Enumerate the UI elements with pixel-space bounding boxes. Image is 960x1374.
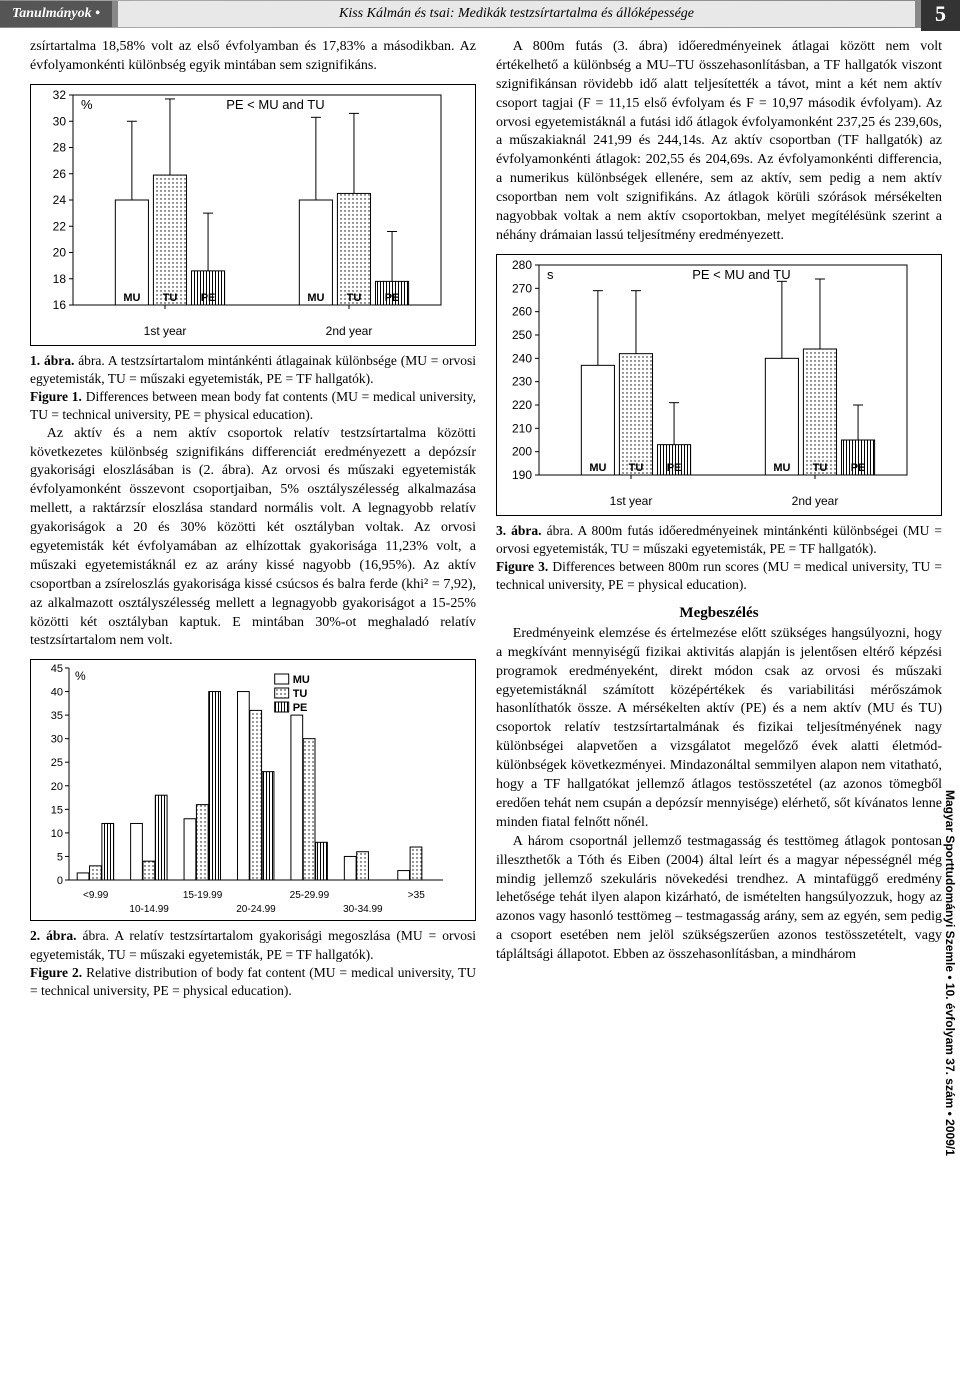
svg-text:5: 5: [57, 852, 63, 864]
svg-text:2nd year: 2nd year: [792, 494, 839, 508]
svg-text:<9.99: <9.99: [83, 890, 109, 901]
svg-text:MU: MU: [307, 292, 324, 304]
svg-text:20: 20: [51, 781, 63, 793]
header-title: Kiss Kálmán és tsai: Medikák testzsírtar…: [112, 1, 921, 28]
svg-text:200: 200: [512, 444, 532, 458]
left-column: zsírtartalma 18,58% volt az első évfolya…: [30, 38, 476, 1000]
svg-text:30: 30: [53, 114, 67, 128]
svg-text:MU: MU: [293, 674, 310, 686]
svg-text:0: 0: [57, 875, 63, 887]
side-journal-label: Magyar Sporttudományi Szemle • 10. évfol…: [942, 790, 958, 1156]
svg-text:PE: PE: [667, 462, 682, 474]
svg-text:PE: PE: [201, 292, 216, 304]
svg-text:28: 28: [53, 140, 67, 154]
svg-text:MU: MU: [123, 292, 140, 304]
svg-text:1st year: 1st year: [144, 324, 187, 338]
header-bar: Tanulmányok • Kiss Kálmán és tsai: Medik…: [0, 0, 960, 28]
svg-text:16: 16: [53, 298, 67, 312]
svg-text:30-34.99: 30-34.99: [343, 904, 383, 915]
left-para-2: Az aktív és a nem aktív csoportok relatí…: [30, 425, 476, 652]
svg-text:PE: PE: [293, 702, 308, 714]
svg-text:24: 24: [53, 193, 67, 207]
svg-text:190: 190: [512, 468, 532, 482]
svg-text:%: %: [75, 669, 86, 683]
svg-text:18: 18: [53, 272, 67, 286]
svg-text:30: 30: [51, 734, 63, 746]
svg-text:PE < MU and TU: PE < MU and TU: [692, 267, 790, 282]
svg-text:TU: TU: [813, 462, 828, 474]
figure-2-chart: 0 5 10 15 20 25 30 35 40 45% <9.99 10-14.99 15-19.99…: [30, 659, 476, 921]
right-para-2: Eredményeink elemzése és értelmezése elő…: [496, 625, 942, 833]
svg-text:210: 210: [512, 421, 532, 435]
svg-text:45: 45: [51, 663, 63, 675]
svg-text:2nd year: 2nd year: [326, 324, 373, 338]
svg-text:10-14.99: 10-14.99: [129, 904, 169, 915]
figure-1-caption: 1. ábra. ábra. A testzsírtartalom mintán…: [30, 352, 476, 425]
svg-text:20: 20: [53, 245, 67, 259]
svg-text:10: 10: [51, 828, 63, 840]
svg-text:s: s: [547, 267, 554, 282]
svg-text:TU: TU: [629, 462, 644, 474]
figure-3-chart: 190 200 210 220 230 240 250 260 270 280 s PE < MU a…: [496, 254, 942, 516]
right-column: A 800m futás (3. ábra) időeredményeinek …: [496, 38, 942, 1000]
svg-text:20-24.99: 20-24.99: [236, 904, 276, 915]
header-section: Tanulmányok •: [0, 1, 112, 28]
svg-text:35: 35: [51, 710, 63, 722]
svg-text:25: 25: [51, 758, 63, 770]
svg-text:22: 22: [53, 219, 67, 233]
svg-text:15-19.99: 15-19.99: [183, 890, 223, 901]
svg-text:32: 32: [53, 88, 67, 102]
svg-text:TU: TU: [293, 688, 308, 700]
svg-text:280: 280: [512, 258, 532, 272]
svg-text:250: 250: [512, 328, 532, 342]
svg-text:25-29.99: 25-29.99: [290, 890, 330, 901]
svg-text:TU: TU: [163, 292, 178, 304]
svg-text:220: 220: [512, 398, 532, 412]
svg-text:PE: PE: [385, 292, 400, 304]
svg-text:1st year: 1st year: [610, 494, 653, 508]
svg-text:230: 230: [512, 374, 532, 388]
svg-text:26: 26: [53, 167, 67, 181]
svg-text:MU: MU: [773, 462, 790, 474]
right-para-1: A 800m futás (3. ábra) időeredményeinek …: [496, 38, 942, 246]
right-para-3: A három csoportnál jellemző testmagasság…: [496, 833, 942, 965]
svg-text:>35: >35: [408, 890, 425, 901]
svg-text:240: 240: [512, 351, 532, 365]
svg-text:%: %: [81, 97, 93, 112]
discussion-heading: Megbeszélés: [496, 603, 942, 623]
page-number: 5: [921, 0, 960, 31]
figure-3-caption: 3. ábra. ábra. A 800m futás időeredménye…: [496, 522, 942, 595]
svg-text:260: 260: [512, 304, 532, 318]
svg-text:PE: PE: [851, 462, 866, 474]
svg-text:15: 15: [51, 805, 63, 817]
svg-text:TU: TU: [347, 292, 362, 304]
figure-2-caption: 2. ábra. ábra. A relatív testzsírtartalo…: [30, 927, 476, 1000]
left-intro: zsírtartalma 18,58% volt az első évfolya…: [30, 38, 476, 76]
svg-text:40: 40: [51, 687, 63, 699]
svg-text:MU: MU: [589, 462, 606, 474]
svg-text:PE < MU and TU: PE < MU and TU: [226, 97, 324, 112]
figure-1-chart: 16 18 20 22 24 26 28 30 32% PE < MU and TU MU TU PE 1…: [30, 84, 476, 346]
svg-text:270: 270: [512, 281, 532, 295]
